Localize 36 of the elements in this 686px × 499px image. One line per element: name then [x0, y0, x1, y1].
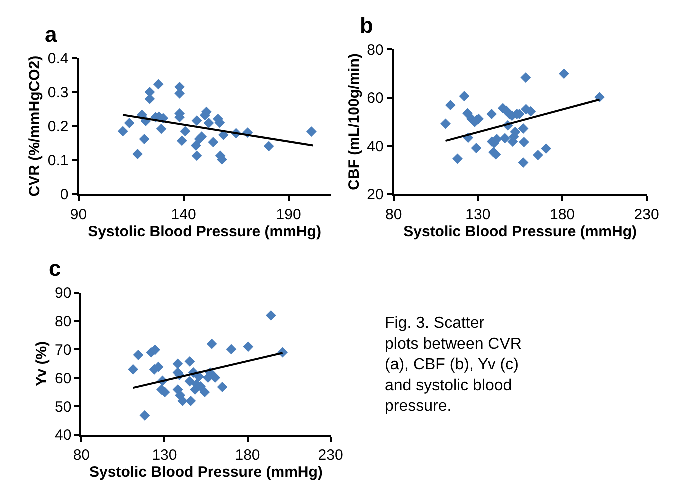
y-tick-label: 70 — [54, 342, 72, 359]
y-tick-label: 0.1 — [48, 152, 69, 170]
x-tick-label: 230 — [634, 206, 660, 224]
y-tick-label: 80 — [54, 314, 72, 331]
chart-title: c — [49, 256, 62, 281]
x-tick-label: 140 — [171, 206, 196, 224]
x-tick-label: 130 — [466, 206, 491, 224]
x-tick-label: 130 — [152, 446, 178, 464]
y-tick-label: 20 — [367, 186, 384, 204]
chart-title: b — [360, 13, 374, 38]
y-axis-title: Yv (%) — [34, 341, 51, 386]
y-tick-label: 90 — [54, 285, 72, 302]
y-tick-label: 40 — [367, 138, 384, 156]
x-tick-label: 230 — [318, 446, 344, 464]
x-tick-label: 180 — [235, 446, 260, 464]
y-tick-label: 0.2 — [48, 118, 69, 136]
x-axis-title: Systolic Blood Pressure (mmHg) — [404, 223, 638, 240]
y-tick-label: 60 — [54, 370, 72, 388]
y-tick-label: 0 — [60, 186, 69, 204]
y-tick-label: 0.4 — [48, 50, 69, 68]
y-tick-label: 50 — [54, 398, 72, 416]
caption: Fig. 3. Scatter plots between CVR (a), CBF (b), Yv (c) and systolic blood pressure. — [385, 315, 522, 416]
x-tick-label: 80 — [385, 206, 402, 224]
y-tick-label: 80 — [367, 42, 384, 59]
y-tick-label: 60 — [367, 90, 384, 108]
x-tick-label: 190 — [276, 206, 302, 224]
y-tick-label: 40 — [54, 427, 72, 444]
y-axis-title: CBF (mL/100g/min) — [346, 54, 363, 190]
x-axis-title: Systolic Blood Pressure (mmHg) — [90, 464, 323, 481]
x-tick-label: 90 — [70, 206, 88, 224]
x-axis-title: Systolic Blood Pressure (mmHg) — [88, 223, 322, 240]
y-axis-title: CVR (%/mmHgCO2) — [26, 56, 44, 197]
chart-title: a — [45, 22, 58, 47]
x-tick-label: 180 — [550, 206, 575, 224]
y-tick-label: 0.3 — [48, 84, 69, 102]
x-tick-label: 80 — [73, 446, 90, 464]
